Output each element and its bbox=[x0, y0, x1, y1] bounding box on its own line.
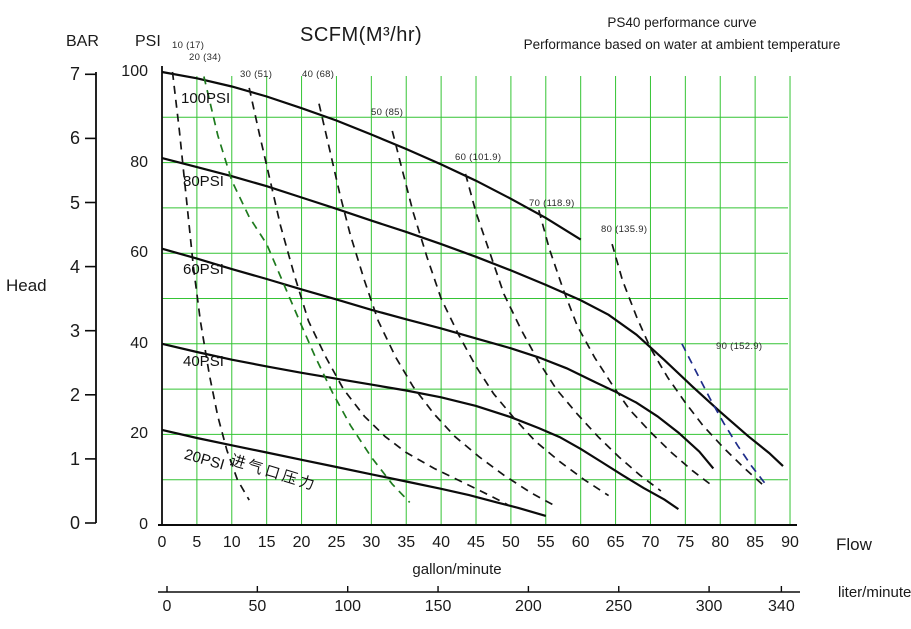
tick-label-psi-60: 60 bbox=[130, 244, 148, 262]
tick-label-bar-1: 1 bbox=[69, 448, 80, 469]
tick-label-gallon-60: 60 bbox=[571, 534, 590, 551]
tick-label-liter-100: 100 bbox=[334, 598, 362, 615]
air-curve-air30 bbox=[248, 87, 508, 506]
performance-subtitle: Performance based on water at ambient te… bbox=[523, 37, 841, 53]
air-label-air10: 10 (17) bbox=[172, 40, 205, 51]
tick-label-gallon-5: 5 bbox=[192, 534, 202, 551]
performance-title: PS40 performance curve bbox=[607, 15, 757, 30]
psi-axis-label: PSI bbox=[135, 33, 161, 50]
tick-label-gallon-0: 0 bbox=[157, 534, 167, 551]
tick-label-liter-340: 340 bbox=[768, 598, 795, 615]
solid-curve-100psi bbox=[161, 70, 582, 241]
tick-label-gallon-35: 35 bbox=[397, 534, 416, 551]
air-curve-air20 bbox=[203, 76, 411, 503]
tick-label-gallon-15: 15 bbox=[257, 534, 276, 551]
air-label-air50: 50 (85) bbox=[371, 107, 404, 118]
tick-label-gallon-65: 65 bbox=[606, 534, 625, 551]
tick-label-psi-80: 80 bbox=[130, 153, 148, 171]
tick-label-gallon-25: 25 bbox=[327, 534, 346, 551]
tick-label-bar-0: 0 bbox=[69, 513, 80, 533]
air-label-air80: 80 (135.9) bbox=[601, 224, 648, 235]
curve-label-60psi: 60PSI bbox=[183, 261, 224, 278]
bar-axis-label: BAR bbox=[66, 33, 99, 50]
air-curve-air90 bbox=[681, 343, 767, 485]
flow-axis-label: Flow bbox=[836, 535, 872, 554]
solid-curve-20psi bbox=[161, 428, 547, 517]
air-curve-air60 bbox=[464, 173, 662, 492]
tick-label-gallon-90: 90 bbox=[781, 534, 799, 551]
air-label-air30: 30 (51) bbox=[240, 69, 273, 80]
tick-label-psi-40: 40 bbox=[130, 334, 148, 352]
tick-label-bar-3: 3 bbox=[69, 320, 80, 341]
chart-title-scfm: SCFM(M³/hr) bbox=[300, 24, 423, 46]
tick-label-bar-4: 4 bbox=[69, 256, 80, 277]
tick-label-bar-7: 7 bbox=[69, 64, 80, 85]
air-curve-air50 bbox=[391, 130, 610, 497]
air-label-air60: 60 (101.9) bbox=[455, 152, 502, 163]
tick-label-psi-0: 0 bbox=[139, 516, 148, 533]
air-label-air40: 40 (68) bbox=[302, 69, 335, 80]
gallon-axis-label: gallon/minute bbox=[412, 561, 502, 578]
air-label-air90: 90 (152.9) bbox=[716, 341, 763, 352]
solid-curve-60psi bbox=[161, 247, 715, 470]
tick-label-liter-150: 150 bbox=[424, 598, 452, 615]
tick-label-gallon-70: 70 bbox=[641, 534, 660, 551]
air-curve-air40 bbox=[318, 103, 554, 506]
tick-label-gallon-30: 30 bbox=[362, 534, 381, 551]
curve-label-100psi: 100PSI bbox=[181, 90, 231, 107]
curve-label-40psi: 40PSI bbox=[183, 353, 224, 370]
tick-label-gallon-45: 45 bbox=[467, 534, 485, 551]
tick-label-gallon-85: 85 bbox=[746, 534, 765, 551]
curve-label-80psi: 80PSI bbox=[183, 173, 224, 190]
performance-title-block: PS40 performance curve Performance based… bbox=[453, 12, 911, 57]
tick-label-bar-6: 6 bbox=[69, 128, 80, 149]
solid-curve-80psi bbox=[161, 157, 784, 467]
tick-label-liter-250: 250 bbox=[605, 598, 633, 615]
tick-label-liter-300: 300 bbox=[695, 598, 723, 615]
air-curve-air10 bbox=[171, 71, 250, 501]
air-curve-air70 bbox=[537, 209, 714, 488]
tick-label-bar-2: 2 bbox=[69, 384, 80, 405]
air-label-air20: 20 (34) bbox=[189, 52, 222, 63]
tick-label-liter-50: 50 bbox=[248, 598, 267, 615]
head-axis-label: Head bbox=[6, 276, 47, 295]
tick-label-gallon-50: 50 bbox=[501, 534, 520, 551]
tick-label-bar-5: 5 bbox=[69, 192, 80, 213]
tick-label-gallon-75: 75 bbox=[676, 534, 695, 551]
tick-label-psi-100: 100 bbox=[121, 63, 148, 80]
air-curve-air80 bbox=[611, 243, 763, 485]
tick-label-gallon-10: 10 bbox=[222, 534, 241, 551]
tick-label-psi-20: 20 bbox=[130, 425, 148, 443]
tick-label-gallon-20: 20 bbox=[292, 534, 311, 551]
solid-curve-40psi bbox=[161, 342, 680, 511]
liter-axis-label: liter/minute bbox=[838, 584, 911, 601]
tick-label-gallon-55: 55 bbox=[536, 534, 555, 551]
tick-label-gallon-80: 80 bbox=[711, 534, 730, 551]
tick-label-liter-0: 0 bbox=[162, 598, 172, 615]
air-label-air70: 70 (118.9) bbox=[529, 198, 575, 209]
tick-label-gallon-40: 40 bbox=[432, 534, 451, 551]
tick-label-liter-200: 200 bbox=[515, 598, 542, 615]
